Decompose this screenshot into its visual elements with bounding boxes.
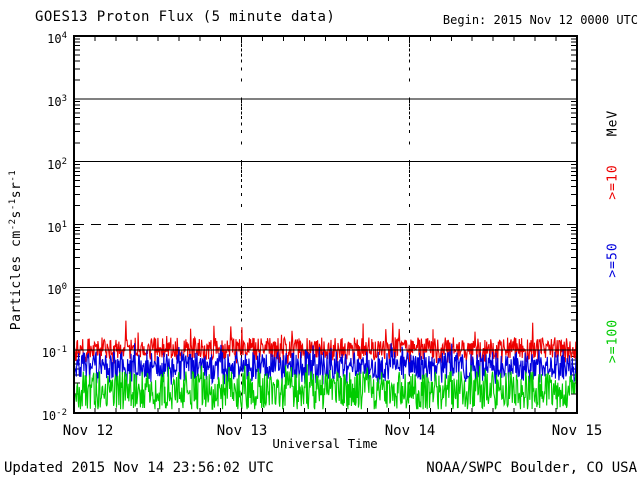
y-tick-1e3: 103 xyxy=(47,94,67,109)
y-tick-1e2: 102 xyxy=(47,157,67,172)
chart-title: GOES13 Proton Flux (5 minute data) xyxy=(35,9,336,25)
x-tick-nov12: Nov 12 xyxy=(62,423,114,439)
y-tick-1e4: 104 xyxy=(47,31,67,46)
legend-unit-mev: MeV xyxy=(605,109,621,137)
x-tick-nov15: Nov 15 xyxy=(551,423,603,439)
updated-timestamp: Updated 2015 Nov 14 23:56:02 UTC xyxy=(4,460,274,476)
begin-timestamp: Begin: 2015 Nov 12 0000 UTC xyxy=(442,13,638,27)
y-tick-1e-1: 10-1 xyxy=(41,345,67,360)
y-tick-1e1: 101 xyxy=(47,220,67,235)
series-100mev xyxy=(73,364,578,410)
legend-ge100-label: >=100 xyxy=(605,318,621,364)
x-tick-nov13: Nov 13 xyxy=(216,423,268,439)
series-10mev xyxy=(73,320,578,365)
y-axis-label: Particles cm-2s-1sr-1 xyxy=(7,169,25,331)
x-axis-label: Universal Time xyxy=(272,436,378,451)
legend-ge10-label: >=10 xyxy=(605,164,621,200)
x-tick-nov14: Nov 14 xyxy=(384,423,436,439)
y-tick-1e-2: 10-2 xyxy=(41,408,67,423)
y-tick-1e0: 100 xyxy=(47,282,67,297)
legend-ge50-label: >=50 xyxy=(605,242,621,278)
source-credit: NOAA/SWPC Boulder, CO USA xyxy=(426,460,637,476)
plot-frame xyxy=(73,35,578,414)
